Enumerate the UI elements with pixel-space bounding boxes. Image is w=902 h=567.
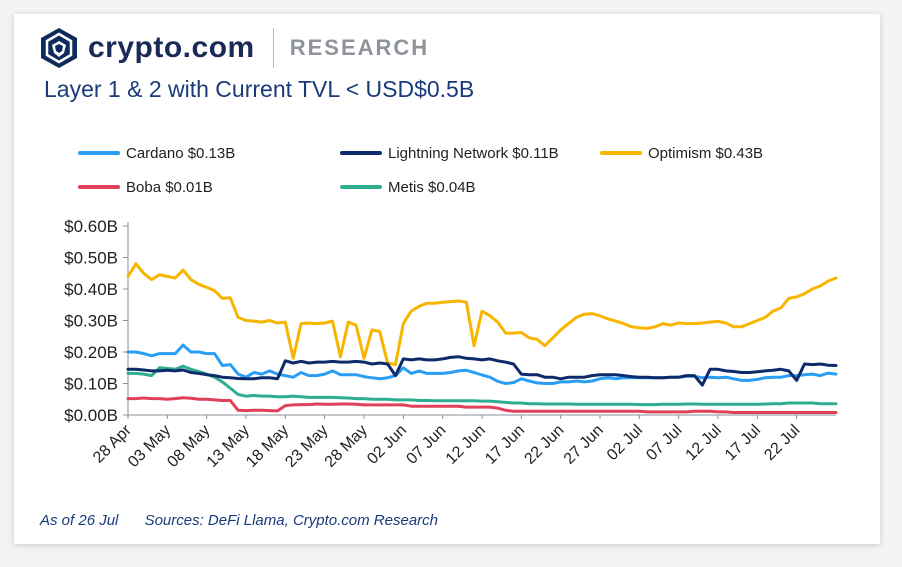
- legend-label-optimism: Optimism $0.43B: [648, 144, 764, 162]
- series-line-optimism: [126, 262, 838, 367]
- section-label: RESEARCH: [289, 35, 430, 60]
- x-tick-label: 22 Jul: [761, 422, 803, 464]
- y-tick-label: $0.30B: [64, 312, 118, 331]
- chart-footer: As of 26 Jul Sources: DeFi Llama, Crypto…: [40, 512, 438, 529]
- x-tick-label: 17 Jun: [482, 422, 528, 468]
- legend-label-metis: Metis $0.04B: [388, 178, 476, 196]
- crypto-com-lion-shield-icon: [41, 28, 77, 68]
- chart-legend: Cardano $0.13B Lightning Network $0.11B …: [78, 142, 838, 202]
- chart-card: [14, 14, 880, 544]
- y-tick-label: $0.10B: [64, 375, 118, 394]
- x-tick-label: 28 May: [322, 422, 371, 471]
- legend-item-optimism: Optimism $0.43B: [600, 142, 763, 164]
- legend-item-boba: Boba $0.01B: [78, 176, 213, 198]
- x-tick-label: 23 May: [282, 422, 331, 471]
- legend-item-metis: Metis $0.04B: [340, 176, 476, 198]
- x-tick-label: 02 Jun: [364, 422, 410, 468]
- y-tick-label: $0.20B: [64, 343, 118, 362]
- y-tick-label: $0.50B: [64, 249, 118, 268]
- x-tick-label: 07 Jun: [404, 422, 450, 468]
- chart-title: Layer 1 & 2 with Current TVL < USD$0.5B: [44, 76, 475, 102]
- legend-swatch-boba: [78, 185, 120, 189]
- series-line-lightning-network: [126, 355, 838, 387]
- legend-item-lightning-network: Lightning Network $0.11B: [340, 142, 559, 164]
- legend-item-cardano: Cardano $0.13B: [78, 142, 235, 164]
- series-line-metis: [126, 364, 838, 407]
- legend-swatch-cardano: [78, 151, 120, 155]
- legend-swatch-optimism: [600, 151, 642, 155]
- y-tick-label: $0.60B: [64, 217, 118, 236]
- y-tick-label: $0.00B: [64, 406, 118, 425]
- y-tick-label: $0.40B: [64, 280, 118, 299]
- x-tick-label: 17 Jul: [722, 422, 764, 464]
- x-tick-label: 08 May: [164, 422, 213, 471]
- x-tick-label: 03 May: [125, 422, 174, 471]
- x-tick-label: 27 Jun: [561, 422, 607, 468]
- legend-label-cardano: Cardano $0.13B: [126, 144, 236, 162]
- x-tick-label: 13 May: [204, 422, 253, 471]
- x-tick-label: 22 Jun: [522, 422, 568, 468]
- legend-swatch-metis: [340, 185, 382, 189]
- series-line-cardano: [126, 343, 838, 385]
- brand-name: crypto.com: [88, 31, 255, 64]
- x-tick-label: 12 Jun: [443, 422, 489, 468]
- header: crypto.com RESEARCH: [40, 26, 429, 70]
- sources-note: Sources: DeFi Llama, Crypto.com Research: [144, 512, 438, 529]
- x-tick-label: 02 Jul: [604, 422, 646, 464]
- x-tick-label: 18 May: [243, 422, 292, 471]
- x-tick-label: 12 Jul: [683, 422, 725, 464]
- legend-label-lightning-network: Lightning Network $0.11B: [388, 144, 559, 162]
- as-of-note: As of 26 Jul: [40, 512, 119, 529]
- legend-swatch-lightning-network: [340, 151, 382, 155]
- header-divider: [272, 28, 274, 68]
- x-tick-label: 07 Jul: [643, 422, 685, 464]
- legend-label-boba: Boba $0.01B: [126, 178, 213, 196]
- series-line-boba: [126, 396, 838, 414]
